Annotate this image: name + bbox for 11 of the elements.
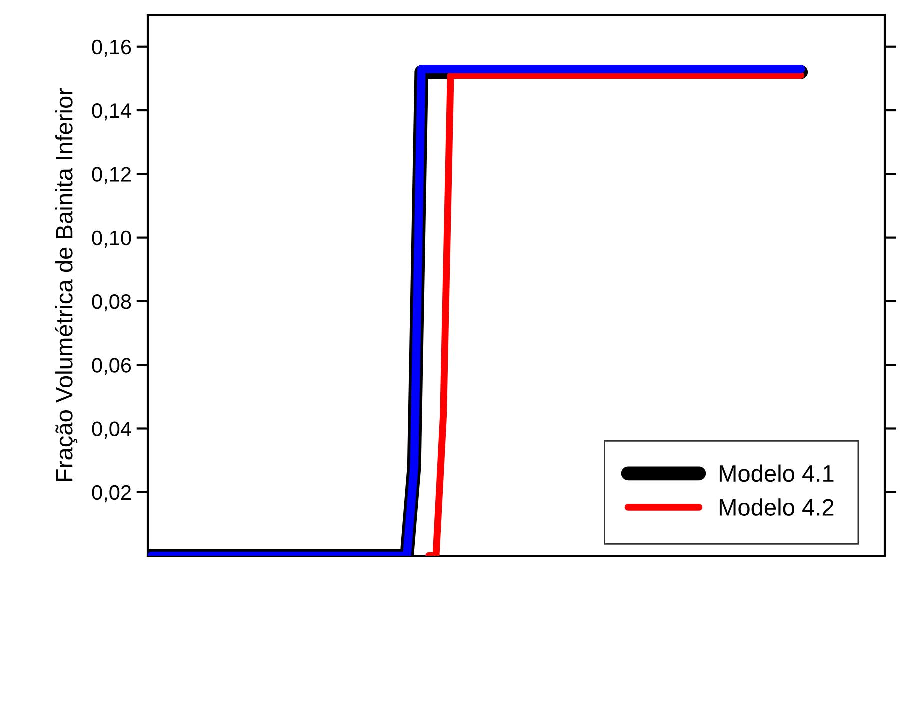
y-tick-label: 0,12 <box>92 167 131 184</box>
y-tick-label: 0,06 <box>92 358 132 376</box>
y-axis-title: Fração Volumétrica de Bainita Inferior <box>55 88 78 482</box>
y-tick-label: 0,04 <box>92 422 132 439</box>
legend-label: Modelo 4.1 <box>720 464 834 482</box>
y-tick-label: 0,02 <box>92 485 131 503</box>
legend-label: Modelo 4.2 <box>720 498 834 516</box>
y-tick-label: 0,16 <box>92 40 132 58</box>
y-tick-label: 0,08 <box>92 294 132 312</box>
y-tick-label: 0,14 <box>92 104 132 121</box>
y-tick-label: 0,10 <box>92 230 132 248</box>
